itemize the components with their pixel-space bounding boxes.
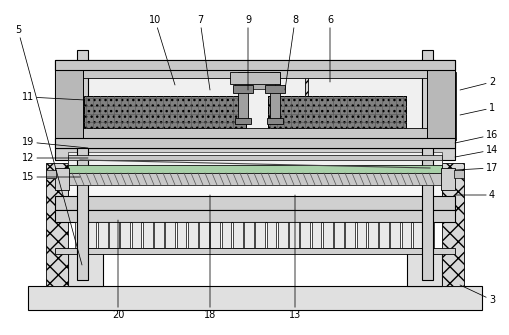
Text: 19: 19 — [22, 137, 88, 148]
Bar — [55, 196, 454, 210]
Bar — [367, 222, 377, 248]
Text: 13: 13 — [288, 195, 300, 320]
Bar — [233, 85, 252, 93]
Bar — [453, 170, 463, 178]
Bar — [322, 222, 332, 248]
Text: 10: 10 — [149, 15, 175, 85]
Bar — [55, 148, 454, 160]
Bar — [356, 222, 366, 248]
Bar — [300, 222, 309, 248]
Bar — [177, 222, 186, 248]
Bar — [440, 168, 454, 190]
Bar — [80, 68, 429, 78]
Bar — [269, 72, 279, 120]
Bar — [311, 222, 321, 248]
Bar — [238, 72, 247, 120]
Bar — [255, 222, 265, 248]
Bar — [68, 165, 441, 173]
Bar — [426, 68, 454, 148]
Bar — [265, 85, 285, 93]
Bar — [28, 286, 481, 310]
Text: 3: 3 — [459, 285, 494, 305]
Bar — [345, 222, 355, 248]
Bar — [289, 222, 298, 248]
Bar — [46, 163, 68, 286]
Bar — [441, 163, 463, 286]
Text: 9: 9 — [244, 15, 250, 90]
Bar — [120, 222, 130, 248]
Bar — [165, 222, 175, 248]
Bar — [68, 155, 441, 160]
Bar — [46, 170, 56, 178]
Text: 17: 17 — [454, 163, 497, 173]
Bar — [244, 222, 253, 248]
Bar — [84, 96, 245, 128]
Bar — [333, 222, 344, 248]
Bar — [87, 222, 96, 248]
Text: 4: 4 — [454, 190, 494, 200]
Bar — [277, 222, 287, 248]
Bar — [84, 96, 245, 128]
Bar — [401, 222, 411, 248]
Bar — [68, 152, 441, 165]
Bar — [423, 222, 433, 248]
Text: 1: 1 — [459, 103, 494, 115]
Bar — [412, 222, 422, 248]
Bar — [55, 210, 454, 222]
Bar — [98, 222, 107, 248]
Bar — [77, 50, 88, 280]
Text: 8: 8 — [285, 15, 297, 90]
Bar — [221, 222, 231, 248]
Bar — [143, 222, 153, 248]
Bar — [131, 222, 141, 248]
Text: 14: 14 — [454, 145, 497, 157]
Bar — [55, 68, 83, 148]
Bar — [68, 173, 441, 185]
Bar — [199, 222, 209, 248]
Bar — [55, 60, 454, 148]
Text: 18: 18 — [204, 195, 216, 320]
Bar — [55, 168, 69, 190]
Bar — [235, 118, 250, 124]
Bar — [154, 222, 164, 248]
Bar — [267, 118, 282, 124]
Bar — [188, 222, 197, 248]
Bar — [210, 222, 220, 248]
Bar — [307, 72, 455, 140]
Bar — [390, 222, 400, 248]
Bar — [55, 248, 454, 254]
Text: 15: 15 — [22, 172, 80, 182]
Bar — [233, 222, 242, 248]
Bar — [266, 222, 276, 248]
Bar — [230, 72, 279, 84]
Bar — [68, 253, 103, 286]
Bar — [75, 222, 85, 248]
Text: 2: 2 — [459, 77, 494, 90]
Bar — [267, 96, 405, 128]
Text: 12: 12 — [22, 153, 88, 163]
Bar — [235, 84, 274, 89]
Bar — [80, 128, 429, 140]
Text: 16: 16 — [454, 130, 497, 143]
Text: 6: 6 — [326, 15, 332, 82]
Text: 11: 11 — [22, 92, 85, 102]
Bar — [80, 72, 304, 140]
Bar — [421, 50, 432, 280]
Bar — [379, 222, 388, 248]
Bar — [406, 253, 441, 286]
Text: 20: 20 — [111, 220, 124, 320]
Text: 5: 5 — [15, 25, 82, 265]
Text: 7: 7 — [196, 15, 210, 90]
Bar — [267, 96, 405, 128]
Bar — [55, 60, 454, 70]
Bar — [55, 138, 454, 148]
Bar — [68, 160, 441, 196]
Bar — [109, 222, 119, 248]
